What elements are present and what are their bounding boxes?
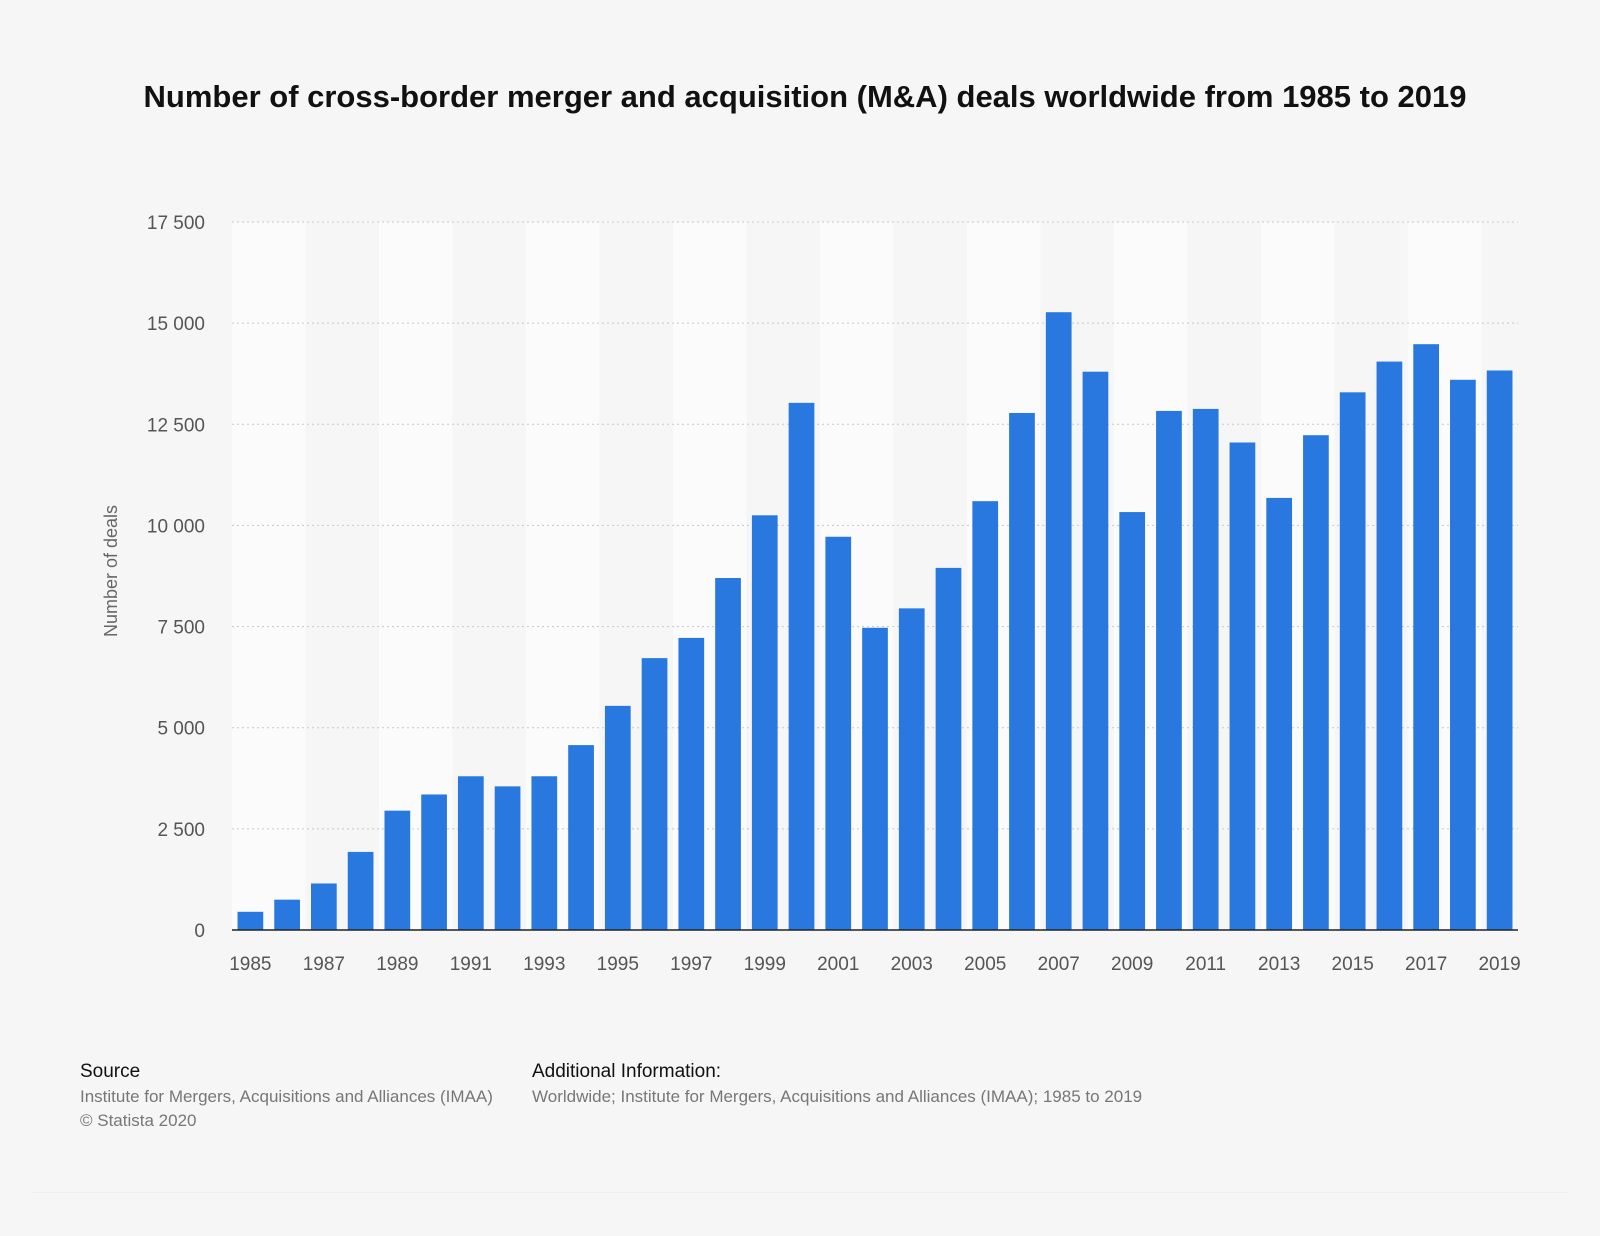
bar-1986 <box>274 899 300 930</box>
bar-1994 <box>568 745 594 930</box>
source-block: Source Institute for Mergers, Acquisitio… <box>80 1060 500 1133</box>
x-tick-label: 1987 <box>303 954 345 975</box>
x-tick-label: 2009 <box>1111 954 1153 975</box>
bar-2003 <box>898 608 925 930</box>
bar-2006 <box>1009 412 1035 930</box>
x-tick-label: 1991 <box>450 954 492 975</box>
x-tick-label: 1993 <box>523 954 565 975</box>
bar-1997 <box>678 637 705 930</box>
bar-2002 <box>862 627 888 930</box>
bar-1991 <box>457 776 484 930</box>
bar-1999 <box>751 515 778 930</box>
bar-1998 <box>715 578 741 930</box>
bar-2007 <box>1045 312 1072 930</box>
x-tick-label: 2017 <box>1405 954 1447 975</box>
bar-2008 <box>1082 371 1109 931</box>
bar-1993 <box>531 776 558 930</box>
source-text: Institute for Mergers, Acquisitions and … <box>80 1087 493 1106</box>
x-tick-label: 2011 <box>1185 954 1226 975</box>
additional-info-heading: Additional Information: <box>532 1061 722 1082</box>
footer-divider <box>32 1192 1568 1193</box>
y-tick-label: 10 000 <box>147 516 205 537</box>
bar-2017 <box>1413 344 1440 931</box>
source-heading: Source <box>80 1061 141 1082</box>
y-tick-label: 17 500 <box>147 213 205 234</box>
bar-1996 <box>641 658 668 930</box>
bar-1987 <box>310 883 337 930</box>
y-tick-label: 0 <box>194 921 205 942</box>
x-tick-label: 2005 <box>964 954 1006 975</box>
y-tick-label: 2 500 <box>157 820 205 841</box>
bar-2014 <box>1303 435 1329 930</box>
bar-2000 <box>788 402 815 931</box>
x-tick-label: 1985 <box>229 954 271 975</box>
x-tick-label: 2015 <box>1332 954 1374 975</box>
bar-chart: 0 2 500 5 000 7 500 10 000 12 500 15 000 17 500… <box>101 213 1521 975</box>
copyright-text: © Statista 2020 <box>80 1111 197 1130</box>
bar-2005 <box>972 501 999 930</box>
x-tick-label: 1989 <box>376 954 418 975</box>
bar-2001 <box>825 536 852 930</box>
chart-title: Number of cross-border merger and acquis… <box>143 79 1467 114</box>
bar-2013 <box>1266 497 1293 930</box>
additional-info-block: Additional Information: Worldwide; Insti… <box>532 1060 1292 1109</box>
x-tick-label: 2003 <box>891 954 933 975</box>
background-band <box>232 222 306 930</box>
bar-1988 <box>347 851 374 930</box>
bar-1985 <box>237 911 264 930</box>
bar-2010 <box>1156 410 1182 931</box>
x-tick-label: 2019 <box>1478 954 1520 975</box>
bar-2009 <box>1119 512 1146 930</box>
y-tick-label: 12 500 <box>147 415 205 436</box>
y-tick-label: 5 000 <box>157 719 205 740</box>
y-tick-label: 7 500 <box>157 618 205 639</box>
x-tick-label: 1997 <box>670 954 712 975</box>
bar-1992 <box>494 786 521 930</box>
bar-1995 <box>604 705 631 930</box>
bar-1990 <box>421 794 447 930</box>
additional-info-text: Worldwide; Institute for Mergers, Acquis… <box>532 1087 1143 1106</box>
bar-2016 <box>1376 361 1403 930</box>
bar-2018 <box>1450 379 1476 931</box>
bar-2019 <box>1486 370 1513 930</box>
bar-2012 <box>1229 442 1256 930</box>
x-tick-label: 2001 <box>817 954 859 975</box>
x-tick-label: 1995 <box>597 954 639 975</box>
bar-2004 <box>935 567 962 930</box>
x-tick-label: 2013 <box>1258 954 1300 975</box>
x-tick-label: 2007 <box>1038 954 1080 975</box>
y-tick-label: 15 000 <box>147 314 205 335</box>
bar-2015 <box>1339 392 1366 930</box>
y-axis-label: Number of deals <box>101 505 121 637</box>
bar-2011 <box>1192 408 1219 930</box>
x-tick-label: 1999 <box>744 954 786 975</box>
bar-1989 <box>384 810 411 930</box>
